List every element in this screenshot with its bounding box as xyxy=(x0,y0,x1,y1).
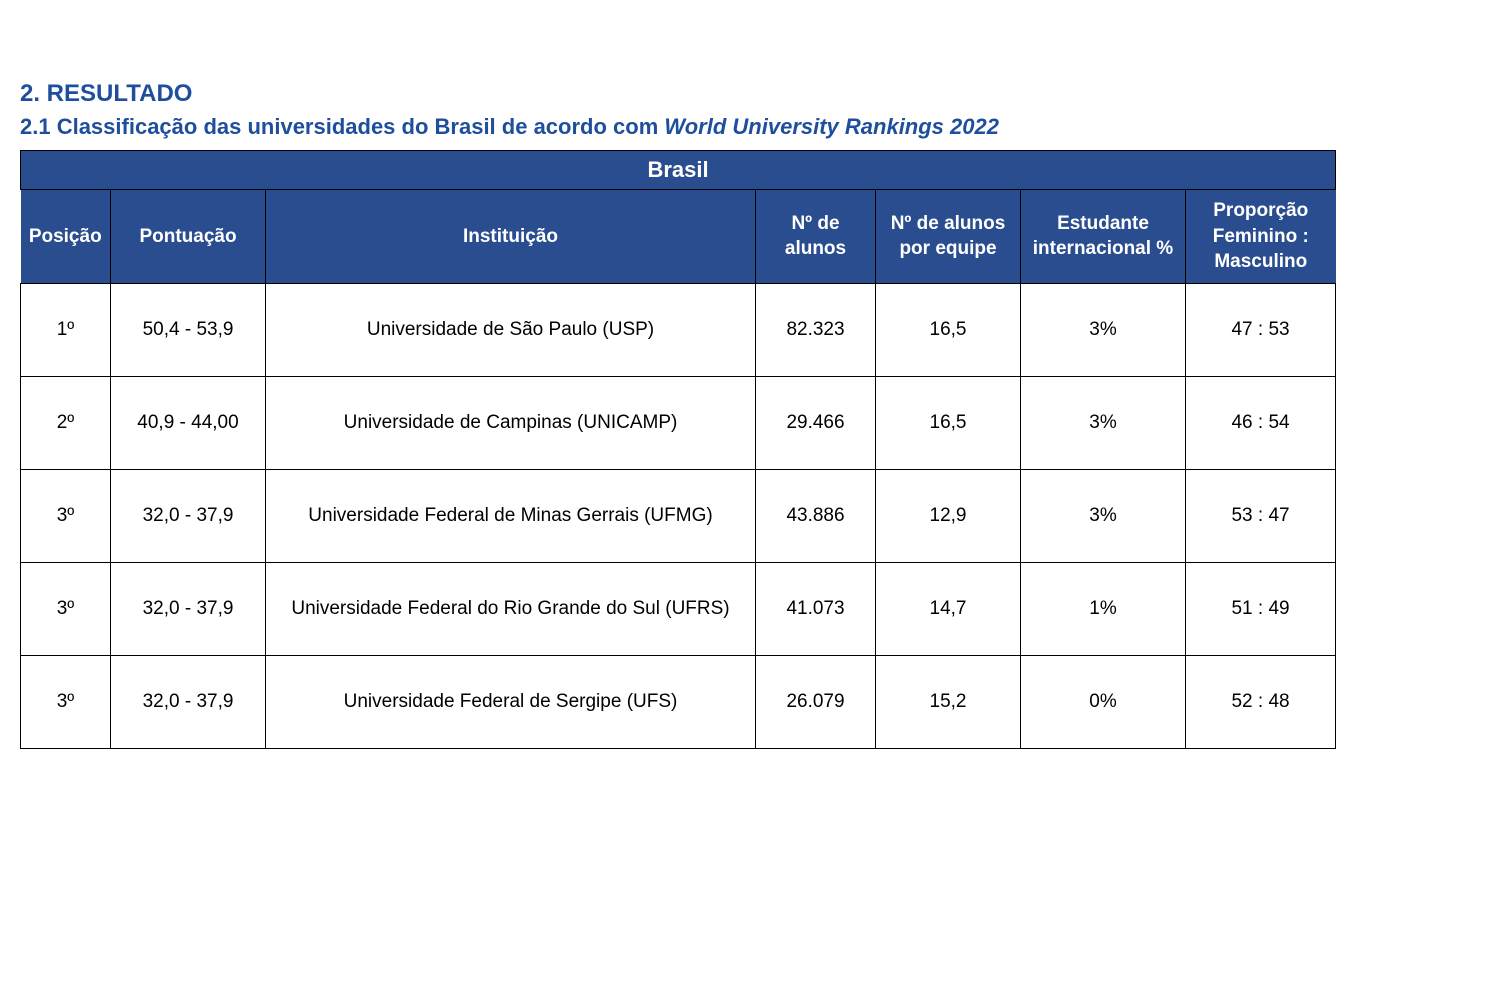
cell-alunos: 29.466 xyxy=(756,376,876,469)
table-row: 2º 40,9 - 44,00 Universidade de Campinas… xyxy=(21,376,1336,469)
cell-intl: 1% xyxy=(1021,562,1186,655)
cell-posicao: 1º xyxy=(21,283,111,376)
cell-posicao: 3º xyxy=(21,469,111,562)
subsection-italic: World University Rankings 2022 xyxy=(664,114,999,139)
table-row: 3º 32,0 - 37,9 Universidade Federal de M… xyxy=(21,469,1336,562)
cell-intl: 0% xyxy=(1021,655,1186,748)
cell-fm: 53 : 47 xyxy=(1186,469,1336,562)
cell-instituicao: Universidade Federal de Sergipe (UFS) xyxy=(266,655,756,748)
col-header-instituicao: Instituição xyxy=(266,190,756,284)
cell-pontuacao: 32,0 - 37,9 xyxy=(111,562,266,655)
col-header-pontuacao: Pontuação xyxy=(111,190,266,284)
cell-intl: 3% xyxy=(1021,283,1186,376)
table-row: 1º 50,4 - 53,9 Universidade de São Paulo… xyxy=(21,283,1336,376)
cell-instituicao: Universidade Federal de Minas Gerrais (U… xyxy=(266,469,756,562)
cell-instituicao: Universidade de Campinas (UNICAMP) xyxy=(266,376,756,469)
cell-fm: 47 : 53 xyxy=(1186,283,1336,376)
cell-alunos: 43.886 xyxy=(756,469,876,562)
cell-pontuacao: 40,9 - 44,00 xyxy=(111,376,266,469)
cell-instituicao: Universidade Federal do Rio Grande do Su… xyxy=(266,562,756,655)
ranking-table: Brasil Posição Pontuação Instituição Nº … xyxy=(20,150,1336,749)
col-header-por-equipe: Nº de alunos por equipe xyxy=(876,190,1021,284)
subsection-text: 2.1 Classificação das universidades do B… xyxy=(20,114,664,139)
section-heading: 2. RESULTADO xyxy=(20,80,1480,108)
col-header-alunos: Nº de alunos xyxy=(756,190,876,284)
col-header-fm: Proporção Feminino : Masculino xyxy=(1186,190,1336,284)
page: 2. RESULTADO 2.1 Classificação das unive… xyxy=(0,0,1500,769)
subsection-heading: 2.1 Classificação das universidades do B… xyxy=(20,114,1480,140)
cell-pontuacao: 32,0 - 37,9 xyxy=(111,469,266,562)
cell-por-equipe: 16,5 xyxy=(876,376,1021,469)
cell-fm: 51 : 49 xyxy=(1186,562,1336,655)
cell-fm: 52 : 48 xyxy=(1186,655,1336,748)
cell-posicao: 2º xyxy=(21,376,111,469)
cell-fm: 46 : 54 xyxy=(1186,376,1336,469)
cell-posicao: 3º xyxy=(21,655,111,748)
cell-posicao: 3º xyxy=(21,562,111,655)
cell-intl: 3% xyxy=(1021,469,1186,562)
col-header-posicao: Posição xyxy=(21,190,111,284)
table-row: 3º 32,0 - 37,9 Universidade Federal do R… xyxy=(21,562,1336,655)
cell-por-equipe: 14,7 xyxy=(876,562,1021,655)
cell-alunos: 41.073 xyxy=(756,562,876,655)
cell-por-equipe: 12,9 xyxy=(876,469,1021,562)
cell-por-equipe: 15,2 xyxy=(876,655,1021,748)
cell-pontuacao: 32,0 - 37,9 xyxy=(111,655,266,748)
table-title: Brasil xyxy=(21,151,1336,190)
cell-por-equipe: 16,5 xyxy=(876,283,1021,376)
col-header-intl: Estudante internacional % xyxy=(1021,190,1186,284)
cell-instituicao: Universidade de São Paulo (USP) xyxy=(266,283,756,376)
table-header-row: Posição Pontuação Instituição Nº de alun… xyxy=(21,190,1336,284)
cell-alunos: 26.079 xyxy=(756,655,876,748)
cell-intl: 3% xyxy=(1021,376,1186,469)
table-row: 3º 32,0 - 37,9 Universidade Federal de S… xyxy=(21,655,1336,748)
cell-pontuacao: 50,4 - 53,9 xyxy=(111,283,266,376)
cell-alunos: 82.323 xyxy=(756,283,876,376)
